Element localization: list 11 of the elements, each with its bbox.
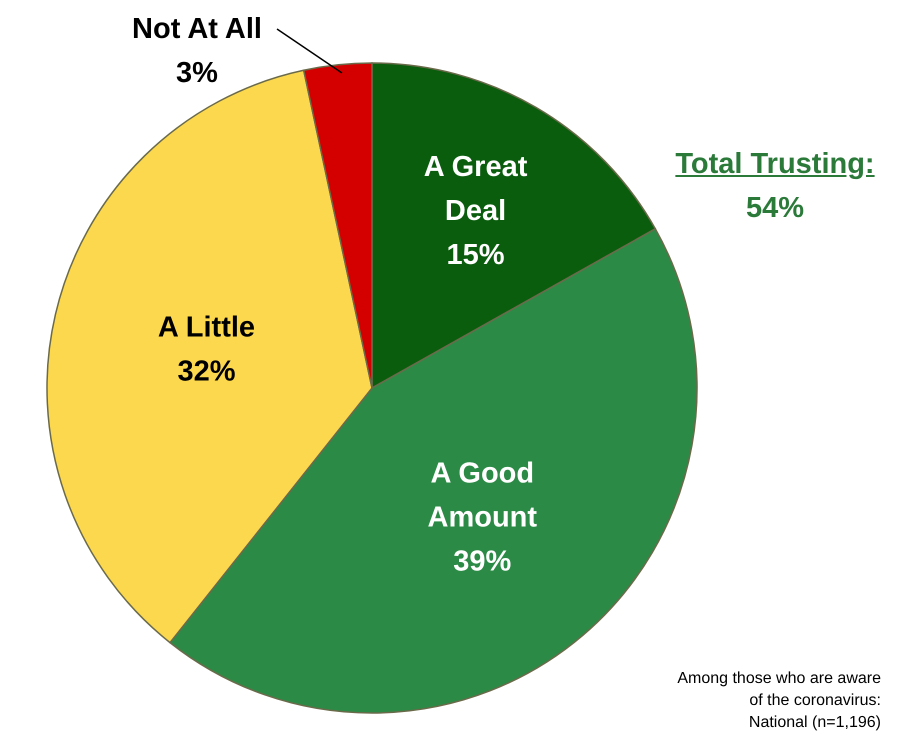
- text: Total Trusting:: [674, 148, 876, 181]
- data-label: 39%: [453, 545, 512, 578]
- slice-label: A Great Deal: [424, 151, 528, 228]
- slice-label: Not At All: [132, 13, 262, 45]
- data-label: 3%: [176, 57, 218, 89]
- text: 54%: [744, 192, 806, 225]
- data-label: 15%: [446, 239, 505, 272]
- slice-label: A Little: [158, 311, 256, 344]
- text: Among those who are aware of the coronavirus: National (n=1,196): [677, 669, 881, 733]
- slice-label: A Good Amount: [428, 457, 538, 534]
- data-label: 32%: [177, 355, 236, 388]
